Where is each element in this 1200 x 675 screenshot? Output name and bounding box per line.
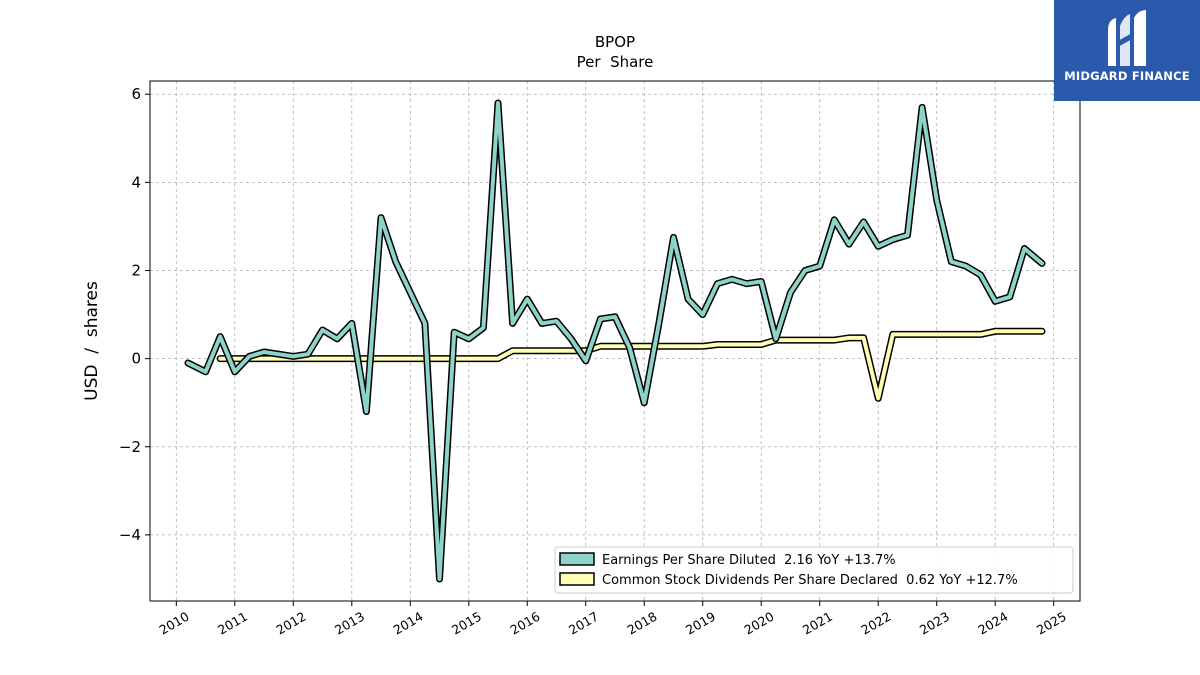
midgard-finance-logo: MIDGARD FINANCE: [1054, 0, 1200, 101]
legend: Earnings Per Share Diluted 2.16 YoY +13.…: [554, 546, 1074, 594]
legend-label-eps: Earnings Per Share Diluted 2.16 YoY +13.…: [602, 553, 896, 568]
x-tick-label: 2023: [917, 609, 952, 638]
y-tick-label: 2: [131, 261, 141, 279]
x-tick-label: 2010: [157, 609, 192, 638]
y-tick-label: 4: [131, 173, 141, 191]
x-tick-label: 2018: [624, 609, 659, 638]
chart-subtitle: Per Share: [577, 53, 654, 71]
x-tick-label: 2014: [391, 609, 426, 638]
legend-swatch-eps: [559, 552, 595, 566]
y-tick-label: −4: [119, 526, 141, 544]
x-tick-label: 2019: [683, 609, 718, 638]
x-tick-label: 2016: [507, 609, 542, 638]
series-lines: [184, 99, 1046, 583]
y-axis: −4 −2 0 2 4 6: [119, 85, 150, 544]
legend-box: [554, 546, 1074, 594]
legend-swatch-dividends: [559, 572, 595, 586]
logo-text: MIDGARD FINANCE: [1064, 69, 1190, 83]
y-axis-label: USD / shares: [82, 281, 102, 401]
y-tick-label: −2: [119, 438, 141, 456]
x-tick-label: 2012: [274, 609, 309, 638]
x-tick-label: 2024: [975, 609, 1010, 638]
y-tick-label: 6: [131, 85, 141, 103]
x-tick-label: 2025: [1034, 609, 1069, 638]
x-tick-label: 2021: [800, 609, 835, 638]
x-tick-label: 2013: [332, 609, 367, 638]
series-dividends-line: [218, 329, 1044, 401]
x-axis: 2010 2011 2012 2013 2014 2015 2016 2017 2018 2019…: [157, 601, 1069, 638]
series-eps-line: [186, 101, 1044, 581]
chart-title: BPOP: [595, 33, 635, 51]
x-tick-label: 2022: [858, 609, 893, 638]
plot-frame: [149, 80, 1081, 602]
y-tick-label: 0: [131, 350, 141, 368]
grid: [150, 81, 1080, 601]
x-tick-label: 2011: [215, 609, 250, 638]
x-tick-label: 2015: [449, 609, 484, 638]
x-tick-label: 2017: [566, 609, 601, 638]
x-tick-label: 2020: [741, 609, 776, 638]
stylized-m-logo-icon: [1108, 10, 1146, 66]
legend-label-dividends: Common Stock Dividends Per Share Declare…: [602, 573, 1018, 588]
